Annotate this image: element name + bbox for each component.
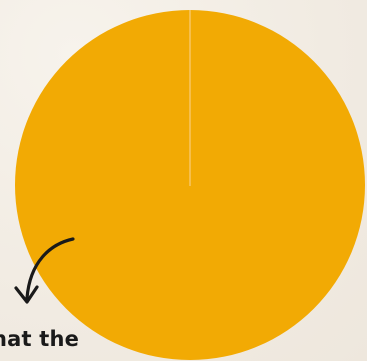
caption-text: hat the bbox=[0, 327, 80, 351]
curved-arrow-icon bbox=[14, 237, 75, 304]
